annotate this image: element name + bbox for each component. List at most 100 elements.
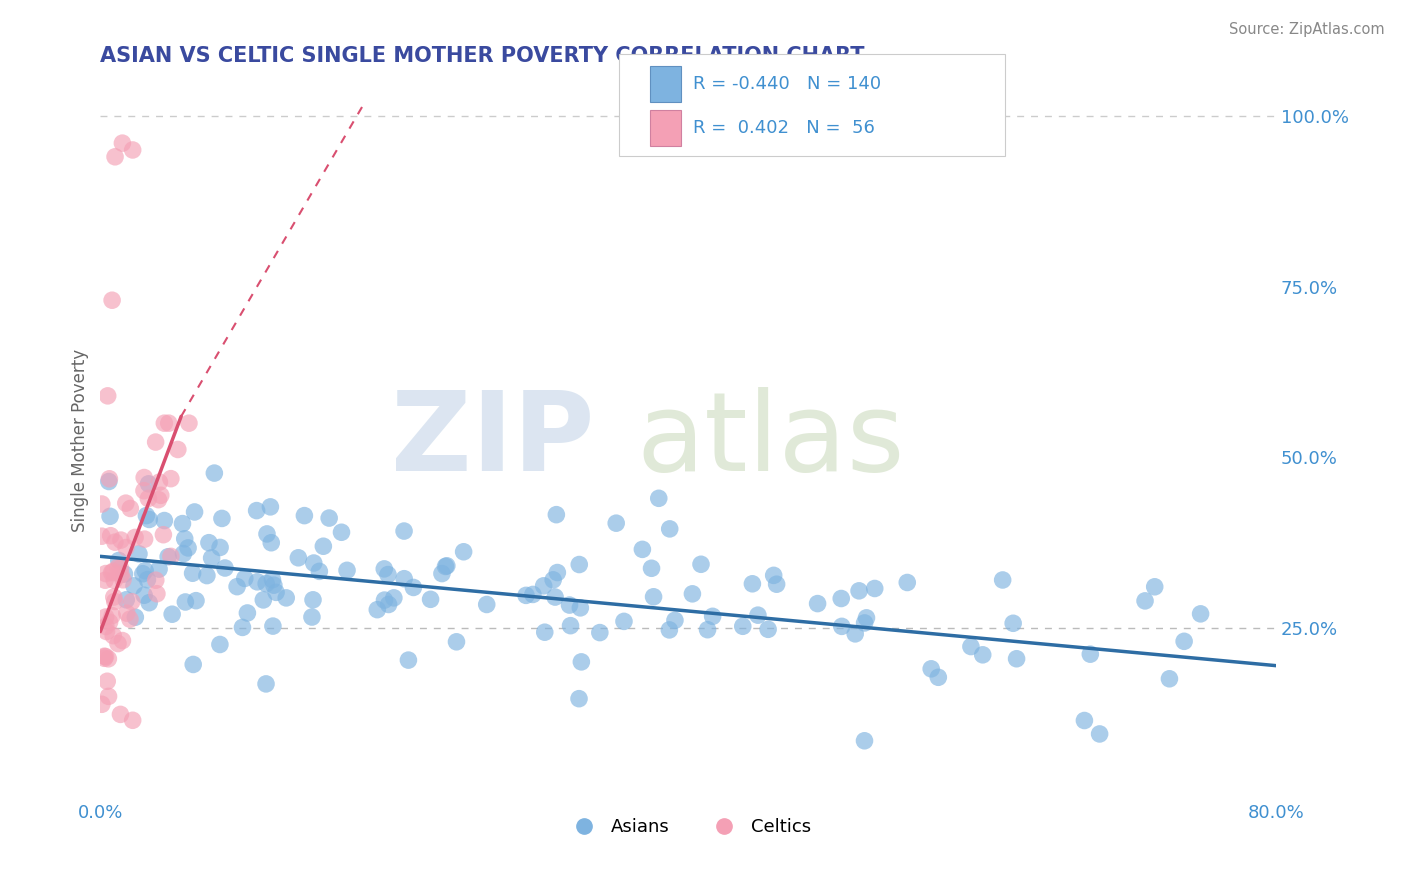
Point [613,615,636,629]
Point [664,613,686,627]
Point [807,597,830,611]
Point [94,619,117,633]
Point [558,598,581,612]
Point [96,624,118,639]
Point [208,638,231,652]
Point [118,612,141,626]
Point [696,623,718,637]
Point [121,595,143,609]
Point [568,558,591,572]
Point [756,623,779,637]
Point [134,470,156,484]
Point [124,531,146,545]
Point [896,575,918,590]
Point [690,558,713,572]
Point [90,497,112,511]
Point [392,524,415,538]
Point [94,566,117,581]
Point [202,466,225,480]
Point [373,593,395,607]
Point [256,527,278,541]
Point [138,491,160,506]
Point [392,572,415,586]
Point [98,615,121,629]
Point [292,508,315,523]
Point [101,565,124,579]
Point [560,618,582,632]
Text: ASIAN VS CELTIC SINGLE MOTHER POVERTY CORRELATION CHART: ASIAN VS CELTIC SINGLE MOTHER POVERTY CO… [100,46,865,66]
Point [201,550,224,565]
Point [1002,616,1025,631]
Point [101,608,124,623]
Point [107,636,129,650]
Point [181,657,204,672]
Point [260,535,283,549]
Point [93,649,115,664]
Point [98,472,121,486]
Point [153,514,176,528]
Text: Source: ZipAtlas.com: Source: ZipAtlas.com [1229,22,1385,37]
Point [103,590,125,604]
Point [134,564,156,578]
Point [134,532,156,546]
Point [419,592,441,607]
Point [132,483,155,498]
Point [605,516,627,531]
Point [128,547,150,561]
Point [658,623,681,637]
Point [184,593,207,607]
Point [110,707,132,722]
Point [136,573,159,587]
Point [927,670,949,684]
Point [366,602,388,616]
Point [972,648,994,662]
Point [153,416,176,430]
Point [312,539,335,553]
Point [301,610,323,624]
Point [853,733,876,747]
Point [110,561,132,575]
Point [991,573,1014,587]
Point [844,627,866,641]
Point [546,566,568,580]
Point [765,577,787,591]
Point [252,593,274,607]
Point [173,532,195,546]
Point [658,522,681,536]
Point [132,566,155,581]
Point [177,541,200,555]
Point [640,561,662,575]
Point [231,620,253,634]
Point [100,566,122,580]
Point [145,435,167,450]
Point [149,488,172,502]
Point [100,529,122,543]
Point [195,568,218,582]
Point [177,416,200,430]
Point [1078,647,1101,661]
Point [533,625,555,640]
Point [138,596,160,610]
Point [122,579,145,593]
Point [831,619,853,633]
Point [475,598,498,612]
Point [152,527,174,541]
Point [148,562,170,576]
Point [569,600,592,615]
Point [166,442,188,457]
Point [183,505,205,519]
Point [436,558,458,573]
Point [377,567,399,582]
Point [1005,652,1028,666]
Point [104,594,127,608]
Point [181,566,204,581]
Point [96,674,118,689]
Point [1159,672,1181,686]
Point [396,653,419,667]
Point [731,619,754,633]
Point [209,541,232,555]
Point [546,508,568,522]
Point [160,549,183,564]
Point [97,475,120,489]
Point [211,511,233,525]
